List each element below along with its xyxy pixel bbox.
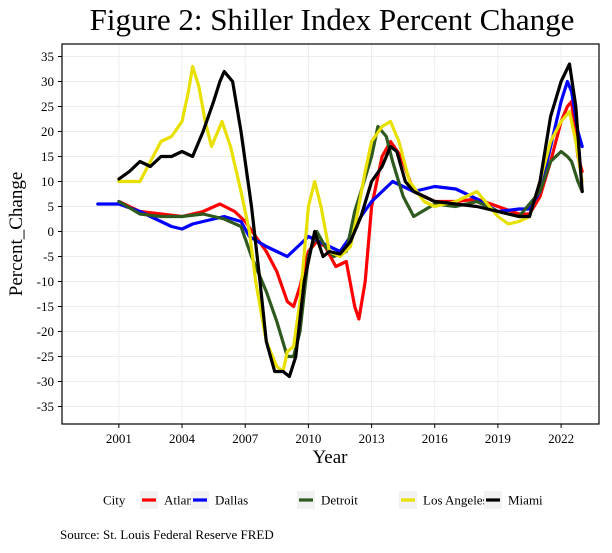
x-tick-label: 2016 bbox=[422, 431, 449, 446]
legend-label: Detroit bbox=[321, 493, 358, 508]
y-tick-label: -5 bbox=[43, 249, 54, 264]
y-tick-label: 25 bbox=[41, 99, 54, 114]
y-axis: -35 -30 -25 -20 -15 -10 -5 0 5 10 15 20 25 30 35 bbox=[37, 49, 62, 414]
y-tick-label: -15 bbox=[37, 299, 54, 314]
series-lines bbox=[96, 62, 584, 379]
y-tick-label: 20 bbox=[41, 124, 54, 139]
plot-area bbox=[62, 44, 599, 424]
x-tick-label: 2013 bbox=[359, 431, 385, 446]
y-tick-label: 5 bbox=[48, 199, 55, 214]
y-tick-label: -20 bbox=[37, 324, 54, 339]
x-tick-label: 2004 bbox=[169, 431, 196, 446]
legend-title: City bbox=[103, 493, 126, 508]
series-line-miami bbox=[117, 62, 584, 379]
y-tick-label: 30 bbox=[41, 74, 54, 89]
legend-label: Dallas bbox=[215, 493, 248, 508]
legend: City Atlanta Dallas Detroit Los Angeles Miami bbox=[103, 491, 543, 509]
x-tick-label: 2010 bbox=[295, 431, 321, 446]
x-tick-label: 2001 bbox=[106, 431, 132, 446]
chart-title: Figure 2: Shiller Index Percent Change bbox=[90, 2, 575, 37]
legend-label: Miami bbox=[508, 493, 543, 508]
y-tick-label: -35 bbox=[37, 399, 54, 414]
grid-lines bbox=[62, 44, 599, 424]
source-caption: Source: St. Louis Federal Reserve FRED bbox=[60, 527, 274, 542]
y-tick-label: 15 bbox=[41, 149, 54, 164]
x-axis: 2001 2004 2007 2010 2013 2016 2019 2022 bbox=[106, 424, 574, 446]
y-tick-label: -25 bbox=[37, 349, 54, 364]
legend-label: Los Angeles bbox=[423, 493, 488, 508]
x-axis-title: Year bbox=[312, 447, 348, 468]
y-tick-label: 35 bbox=[41, 49, 54, 64]
series-line-los-angeles bbox=[117, 64, 584, 374]
y-tick-label: 10 bbox=[41, 174, 54, 189]
y-tick-label: -10 bbox=[37, 274, 54, 289]
y-tick-label: 0 bbox=[48, 224, 55, 239]
x-tick-label: 2019 bbox=[485, 431, 511, 446]
plot-border bbox=[61, 43, 600, 425]
x-tick-label: 2022 bbox=[548, 431, 574, 446]
series-line-atlanta bbox=[117, 99, 584, 321]
y-axis-title: Percent_Change bbox=[6, 172, 27, 297]
y-tick-label: -30 bbox=[37, 374, 54, 389]
x-tick-label: 2007 bbox=[232, 431, 259, 446]
